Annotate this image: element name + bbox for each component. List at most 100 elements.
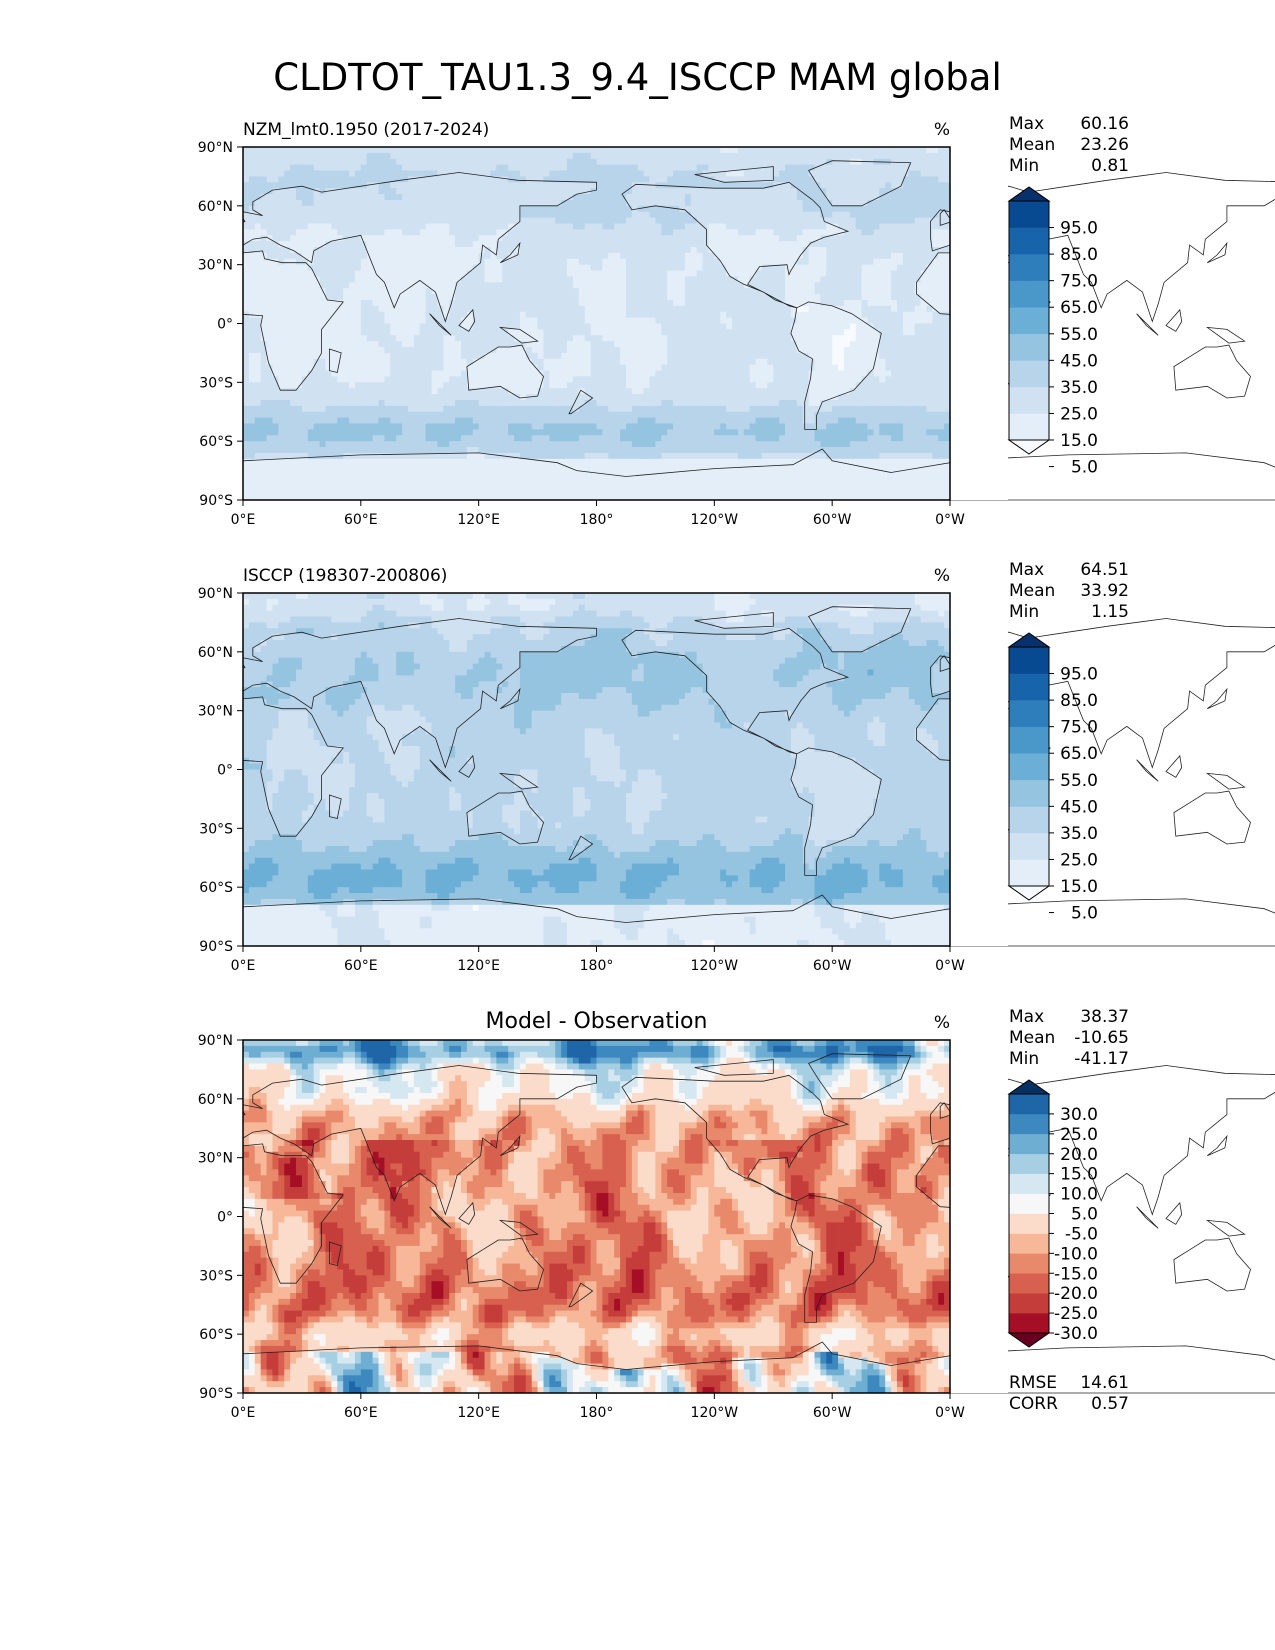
map-cell [460,341,468,348]
map-cell [802,152,809,160]
map-cell [525,158,533,166]
map-cell [396,282,403,289]
map-cell [455,223,462,230]
map-cell [708,152,715,160]
map-cell [785,217,792,224]
map-cell [496,317,503,324]
map-cell [814,235,821,242]
map-cell [749,376,756,383]
map-cell [832,194,839,201]
map-cell [313,158,320,166]
map-cell [360,199,368,207]
map-cell [820,199,827,207]
map-cell [484,158,491,166]
map-cell [938,294,945,301]
map-cell [902,252,910,260]
map-cell [879,299,886,307]
map-cell [914,176,921,183]
map-cell [678,188,686,195]
map-cell [443,241,450,248]
map-cell [655,229,662,236]
map-cell [349,311,356,319]
map-cell [366,205,374,213]
map-cell [743,211,751,218]
map-cell [820,335,827,342]
map-cell [572,205,580,213]
map-cell [260,352,267,360]
map-cell [714,217,721,224]
map-cell [832,335,839,342]
map-cell [343,158,350,166]
map-cell [726,276,733,283]
map-cell [313,376,320,383]
map-cell [525,182,533,189]
map-cell [843,164,851,171]
map-cell [602,152,609,160]
map-cell [502,194,509,201]
map-cell [296,323,303,330]
map-cell [331,305,338,313]
map-cell [796,341,804,348]
map-cell [366,335,374,342]
map-cell [826,258,833,266]
map-cell [726,294,733,301]
map-cell [561,282,568,289]
map-cell [914,147,921,154]
map-cell [290,182,297,189]
map-cell [702,311,709,319]
map-cell [637,258,645,266]
map-cell [349,288,356,295]
map-cell [602,194,609,201]
map-cell [478,382,485,389]
map-cell [337,188,344,195]
map-cell [814,317,821,324]
map-cell [402,199,409,207]
map-cell [443,199,450,207]
map-cell [478,311,485,319]
map-cell [926,294,933,301]
map-cell [519,388,527,395]
map-cell [419,364,427,371]
map-cell [608,376,615,383]
map-cell [254,147,262,154]
map-cell [785,282,792,289]
map-cell [867,358,874,366]
map-cell [796,370,804,377]
map-cell [926,188,933,195]
map-cell [714,323,721,330]
map-cell [832,211,839,218]
map-cell [514,211,521,218]
map-cell [307,370,315,377]
map-cell [602,341,609,348]
map-cell [508,364,515,371]
map-cell [908,164,916,171]
map-cell [614,229,621,236]
map-cell [490,370,497,377]
map-cell [402,223,409,230]
map-cell [248,364,256,371]
map-cell [413,158,421,166]
map-cell [673,211,680,218]
map-cell [496,323,503,330]
map-cell [443,176,450,183]
map-cell [366,164,374,171]
map-cell [625,211,633,218]
map-cell [702,241,709,248]
map-cell [449,264,456,271]
map-cell [272,170,279,177]
map-cell [649,341,656,348]
map-cell [337,358,344,366]
map-cell [814,152,821,160]
map-cell [243,299,250,307]
map-cell [667,299,674,307]
map-cell [354,382,362,389]
map-cell [773,147,780,154]
map-cell [891,258,898,266]
map-cell [248,282,256,289]
map-cell [419,247,427,254]
map-cell [826,364,833,371]
map-cell [260,335,267,342]
map-cell [472,264,480,271]
map-cell [749,170,756,177]
map-cell [419,388,427,395]
